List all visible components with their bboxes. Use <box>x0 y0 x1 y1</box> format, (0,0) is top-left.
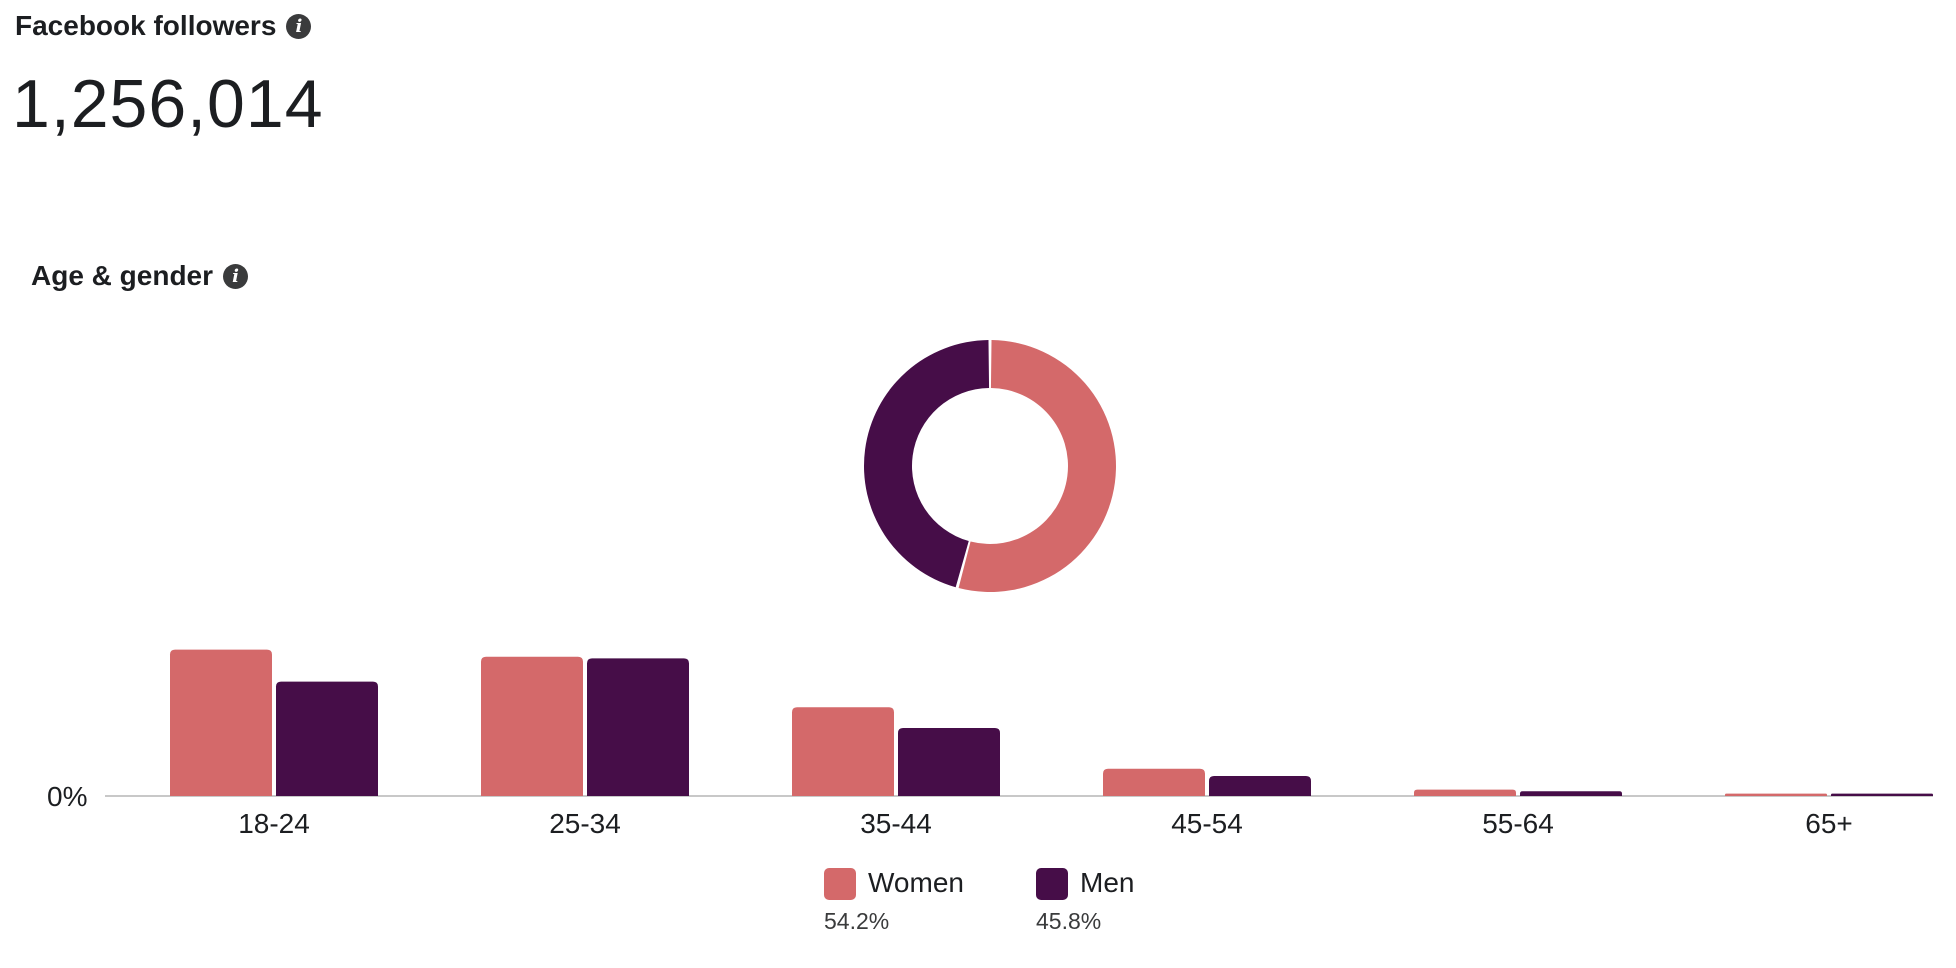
info-icon[interactable]: i <box>223 263 249 289</box>
age-gender-header: Age & gender i <box>31 258 249 294</box>
y-tick-label: 0% <box>47 781 87 812</box>
x-tick-label: 45-54 <box>1171 808 1243 839</box>
bar-women-55-64[interactable] <box>1414 789 1516 796</box>
bar-women-25-34[interactable] <box>481 656 583 796</box>
x-tick-label: 55-64 <box>1482 808 1554 839</box>
x-tick-label: 35-44 <box>860 808 932 839</box>
donut-slice-women[interactable] <box>958 340 1117 592</box>
followers-header: Facebook followers i <box>15 8 312 44</box>
bar-men-18-24[interactable] <box>276 681 378 796</box>
bar-men-25-34[interactable] <box>587 658 689 796</box>
legend-item-men[interactable]: Men 45.8% <box>1036 866 1134 936</box>
followers-count: 1,256,014 <box>12 66 324 142</box>
bar-men-65+[interactable] <box>1831 793 1933 796</box>
men-swatch <box>1036 868 1068 900</box>
bar-men-35-44[interactable] <box>898 728 1000 796</box>
women-swatch <box>824 868 856 900</box>
legend-percent-men: 45.8% <box>1036 908 1102 934</box>
x-tick-label: 25-34 <box>549 808 621 839</box>
info-icon[interactable]: i <box>286 13 312 39</box>
donut-slice-men[interactable] <box>864 340 990 588</box>
legend-percent-women: 54.2% <box>824 908 890 934</box>
x-tick-label: 18-24 <box>238 808 310 839</box>
bar-women-18-24[interactable] <box>170 649 272 796</box>
bar-women-45-54[interactable] <box>1103 768 1205 796</box>
bar-men-55-64[interactable] <box>1520 791 1622 796</box>
followers-title: Facebook followers <box>15 10 277 41</box>
legend-item-women[interactable]: Women 54.2% <box>824 866 964 936</box>
legend-label-women: Women <box>868 867 964 898</box>
bar-women-35-44[interactable] <box>792 707 894 796</box>
age-gender-title: Age & gender <box>31 260 214 291</box>
bar-women-65+[interactable] <box>1725 793 1827 796</box>
legend-label-men: Men <box>1080 867 1135 898</box>
bar-men-45-54[interactable] <box>1209 776 1311 796</box>
x-tick-label: 65+ <box>1805 808 1853 839</box>
